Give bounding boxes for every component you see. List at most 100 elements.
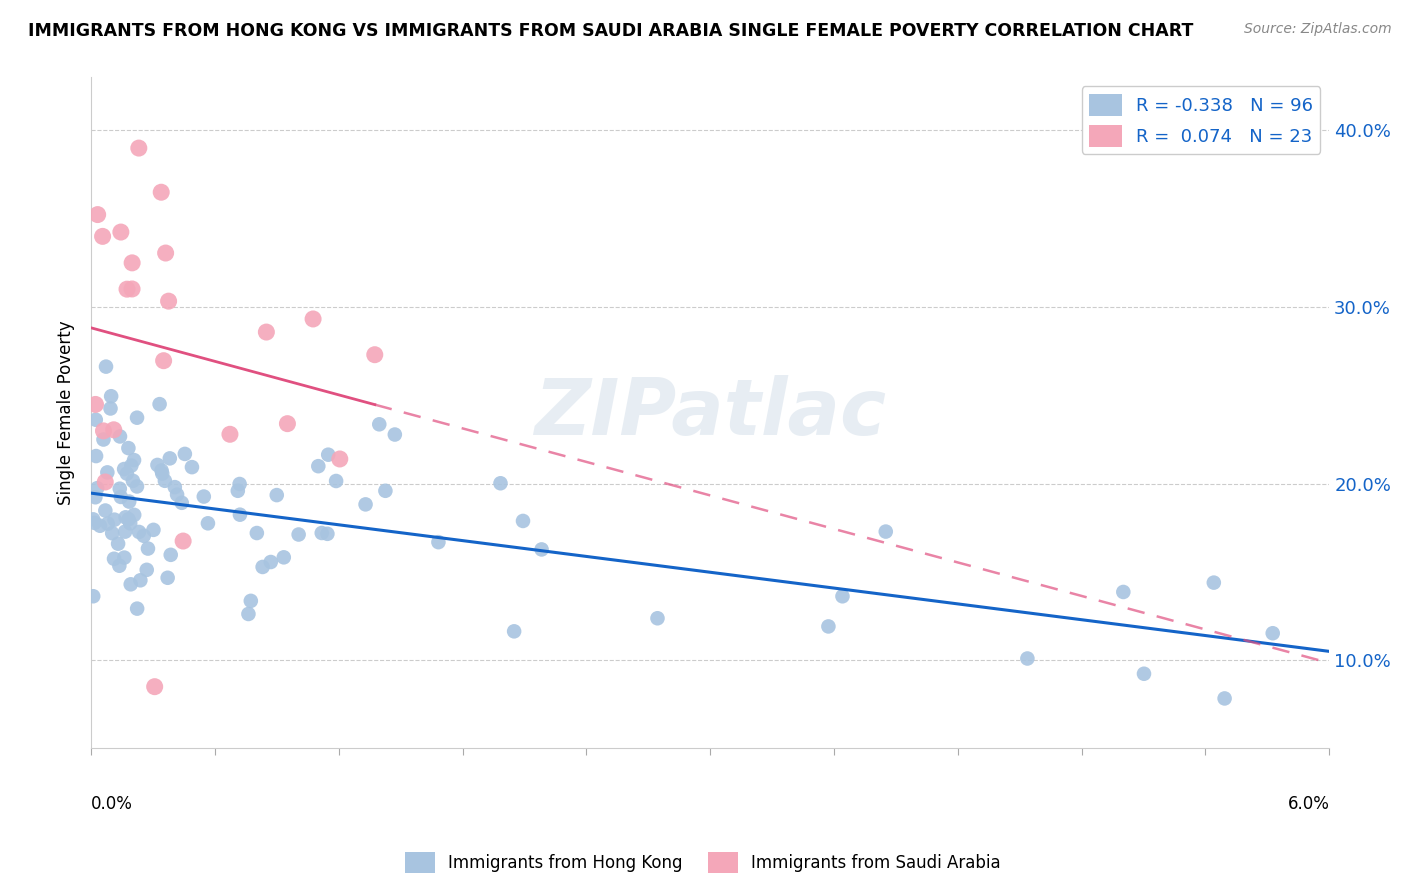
Point <box>93 424 115 438</box>
Point <box>254 325 277 339</box>
Point <box>157 294 180 309</box>
Point <box>155 246 177 260</box>
Point <box>307 459 329 474</box>
Point <box>103 551 125 566</box>
Point <box>118 494 141 508</box>
Point <box>117 441 139 455</box>
Point <box>122 453 145 467</box>
Point <box>115 467 138 481</box>
Point <box>136 541 159 556</box>
Point <box>364 348 387 362</box>
Point <box>122 474 145 488</box>
Point <box>1261 626 1284 640</box>
Point <box>143 680 166 694</box>
Point <box>84 397 107 411</box>
Text: IMMIGRANTS FROM HONG KONG VS IMMIGRANTS FROM SAUDI ARABIA SINGLE FEMALE POVERTY : IMMIGRANTS FROM HONG KONG VS IMMIGRANTS … <box>28 22 1194 40</box>
Point <box>83 516 105 530</box>
Point <box>173 447 195 461</box>
Point <box>512 514 534 528</box>
Point <box>108 558 131 573</box>
Point <box>1202 575 1225 590</box>
Point <box>120 577 142 591</box>
Point <box>108 429 131 443</box>
Point <box>125 479 148 493</box>
Point <box>150 185 173 199</box>
Point <box>112 462 135 476</box>
Point <box>110 225 132 239</box>
Point <box>149 397 172 411</box>
Point <box>170 496 193 510</box>
Point <box>121 256 143 270</box>
Point <box>166 487 188 501</box>
Point <box>1112 585 1135 599</box>
Point <box>89 518 111 533</box>
Point <box>197 516 219 531</box>
Point <box>84 490 107 504</box>
Point <box>112 550 135 565</box>
Y-axis label: Single Female Poverty: Single Female Poverty <box>58 320 75 505</box>
Point <box>114 524 136 539</box>
Point <box>129 574 152 588</box>
Point <box>354 497 377 511</box>
Point <box>219 427 242 442</box>
Point <box>156 571 179 585</box>
Point <box>82 589 104 603</box>
Point <box>128 524 150 539</box>
Point <box>875 524 897 539</box>
Point <box>159 548 181 562</box>
Text: ZIPatlас: ZIPatlас <box>534 375 886 451</box>
Point <box>132 529 155 543</box>
Point <box>127 601 149 615</box>
Point <box>101 526 124 541</box>
Point <box>86 481 108 495</box>
Text: 6.0%: 6.0% <box>1288 796 1329 814</box>
Point <box>103 423 125 437</box>
Point <box>94 475 117 489</box>
Point <box>86 208 108 222</box>
Point <box>103 513 125 527</box>
Point <box>91 229 114 244</box>
Point <box>266 488 288 502</box>
Point <box>94 359 117 374</box>
Point <box>260 555 283 569</box>
Point <box>153 474 176 488</box>
Point <box>142 523 165 537</box>
Point <box>117 512 139 526</box>
Point <box>172 534 194 549</box>
Point <box>311 526 333 541</box>
Point <box>316 526 339 541</box>
Point <box>1133 666 1156 681</box>
Point <box>316 448 339 462</box>
Point <box>817 619 839 633</box>
Point <box>97 516 120 531</box>
Point <box>1213 691 1236 706</box>
Point <box>93 433 115 447</box>
Point <box>229 508 252 522</box>
Point <box>239 594 262 608</box>
Point <box>302 312 325 326</box>
Point <box>115 282 138 296</box>
Point <box>96 466 118 480</box>
Point <box>110 490 132 504</box>
Point <box>135 563 157 577</box>
Point <box>152 353 174 368</box>
Point <box>530 542 553 557</box>
Point <box>193 490 215 504</box>
Point <box>831 589 853 603</box>
Legend: R = -0.338   N = 96, R =  0.074   N = 23: R = -0.338 N = 96, R = 0.074 N = 23 <box>1081 87 1320 154</box>
Point <box>114 510 136 524</box>
Point <box>325 474 347 488</box>
Point <box>276 417 298 431</box>
Point <box>228 477 250 491</box>
Point <box>150 463 173 477</box>
Point <box>159 451 181 466</box>
Point <box>163 480 186 494</box>
Point <box>489 476 512 491</box>
Point <box>287 527 309 541</box>
Point <box>100 389 122 403</box>
Point <box>120 458 142 473</box>
Point <box>100 401 122 416</box>
Point <box>252 560 274 574</box>
Legend: Immigrants from Hong Kong, Immigrants from Saudi Arabia: Immigrants from Hong Kong, Immigrants fr… <box>398 846 1008 880</box>
Point <box>503 624 526 639</box>
